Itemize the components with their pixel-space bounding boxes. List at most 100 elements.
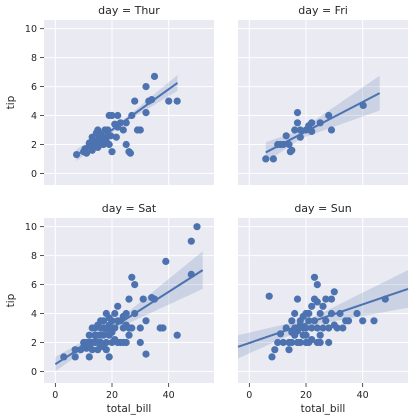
y-axis-label: tip xyxy=(5,293,17,307)
confidence-band xyxy=(265,75,380,163)
data-point xyxy=(119,312,127,320)
panel-title: day = Sun xyxy=(294,202,351,215)
x-axis-label: total_bill xyxy=(301,403,346,415)
data-point xyxy=(271,346,279,354)
facet-panel-2: day = Fri xyxy=(238,4,408,185)
data-point xyxy=(313,298,321,306)
y-tick-label: 10 xyxy=(25,222,37,233)
data-point xyxy=(131,281,139,289)
data-point xyxy=(319,324,327,332)
data-point xyxy=(193,223,201,231)
data-point xyxy=(94,126,102,134)
data-point xyxy=(105,321,113,329)
data-point xyxy=(288,146,296,154)
data-point xyxy=(322,295,330,303)
data-point xyxy=(136,324,144,332)
data-point xyxy=(150,72,159,80)
data-point xyxy=(330,321,338,329)
data-point xyxy=(339,324,347,332)
data-point xyxy=(308,119,316,127)
data-point xyxy=(308,302,316,310)
x-tick-label: 0 xyxy=(246,390,252,401)
data-point xyxy=(262,155,270,163)
data-point xyxy=(173,331,181,339)
data-point xyxy=(370,317,378,325)
data-point xyxy=(327,295,336,303)
data-point xyxy=(293,119,302,127)
data-point xyxy=(71,353,79,361)
data-point xyxy=(82,149,91,157)
data-point xyxy=(128,324,136,332)
data-point xyxy=(128,273,136,281)
data-point xyxy=(142,317,150,325)
data-point xyxy=(274,338,282,347)
data-point xyxy=(85,331,93,339)
data-point xyxy=(316,331,324,339)
data-point xyxy=(165,97,173,105)
x-tick-label: 0 xyxy=(52,390,58,401)
facet-panel-1: day = Thur 0 2 4 6 8 10 tip xyxy=(5,4,214,185)
data-point xyxy=(288,328,296,336)
data-point xyxy=(316,338,324,347)
data-point xyxy=(111,336,119,344)
data-point xyxy=(313,324,321,332)
data-point xyxy=(353,309,361,318)
data-point xyxy=(85,353,93,361)
data-point xyxy=(142,350,150,358)
data-point xyxy=(285,346,293,354)
data-point xyxy=(122,338,130,347)
data-point xyxy=(187,237,195,245)
data-point xyxy=(99,343,108,351)
data-point xyxy=(302,331,310,339)
panel-title: day = Fri xyxy=(298,4,348,17)
y-axis-label: tip xyxy=(5,95,17,109)
data-point xyxy=(139,295,147,303)
data-point xyxy=(359,317,367,325)
data-point xyxy=(293,327,302,335)
data-point xyxy=(293,109,302,117)
data-point xyxy=(344,317,353,325)
data-point xyxy=(108,148,116,156)
y-tick-label: 8 xyxy=(31,251,37,262)
data-point xyxy=(269,155,277,163)
data-point xyxy=(296,338,304,347)
y-tick-label: 4 xyxy=(31,111,37,122)
data-point xyxy=(302,324,310,332)
y-tick-label: 6 xyxy=(31,82,37,93)
data-point xyxy=(288,317,296,325)
data-point xyxy=(142,83,150,91)
data-point xyxy=(105,314,113,322)
data-point xyxy=(122,140,130,149)
data-point xyxy=(88,324,96,332)
data-point xyxy=(310,273,319,281)
data-point xyxy=(313,281,321,289)
data-point xyxy=(316,309,324,318)
data-point xyxy=(131,97,139,105)
x-tick-label: 20 xyxy=(106,390,118,401)
data-point xyxy=(279,338,287,347)
data-point xyxy=(325,324,333,332)
y-tick-label: 2 xyxy=(31,140,37,151)
data-point xyxy=(330,288,338,296)
data-point xyxy=(114,302,122,310)
data-point xyxy=(308,336,316,344)
data-point xyxy=(136,338,144,347)
data-point xyxy=(291,126,299,134)
data-point xyxy=(173,97,181,105)
data-point xyxy=(122,321,130,329)
y-tick-label: 0 xyxy=(31,169,37,180)
data-point xyxy=(125,295,133,303)
y-tick-label: 2 xyxy=(31,338,37,349)
x-tick-label: 40 xyxy=(163,390,175,401)
data-point xyxy=(148,96,156,104)
data-point xyxy=(119,126,127,134)
data-point xyxy=(325,338,333,347)
data-point xyxy=(97,317,105,325)
data-point xyxy=(108,111,116,120)
data-point xyxy=(112,133,120,141)
data-point xyxy=(282,132,290,140)
data-point xyxy=(125,331,133,339)
data-point xyxy=(108,328,116,336)
data-point xyxy=(322,317,330,325)
facet-panel-4: day = Sun 0 20 40 total_bill xyxy=(237,202,409,415)
